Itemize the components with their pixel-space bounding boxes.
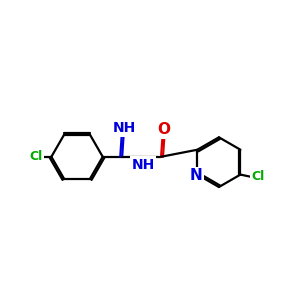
Text: Cl: Cl xyxy=(29,150,43,163)
Text: O: O xyxy=(157,122,170,137)
Text: N: N xyxy=(190,168,202,183)
Text: Cl: Cl xyxy=(252,170,265,183)
Text: NH: NH xyxy=(113,122,136,135)
Text: NH: NH xyxy=(131,158,154,172)
